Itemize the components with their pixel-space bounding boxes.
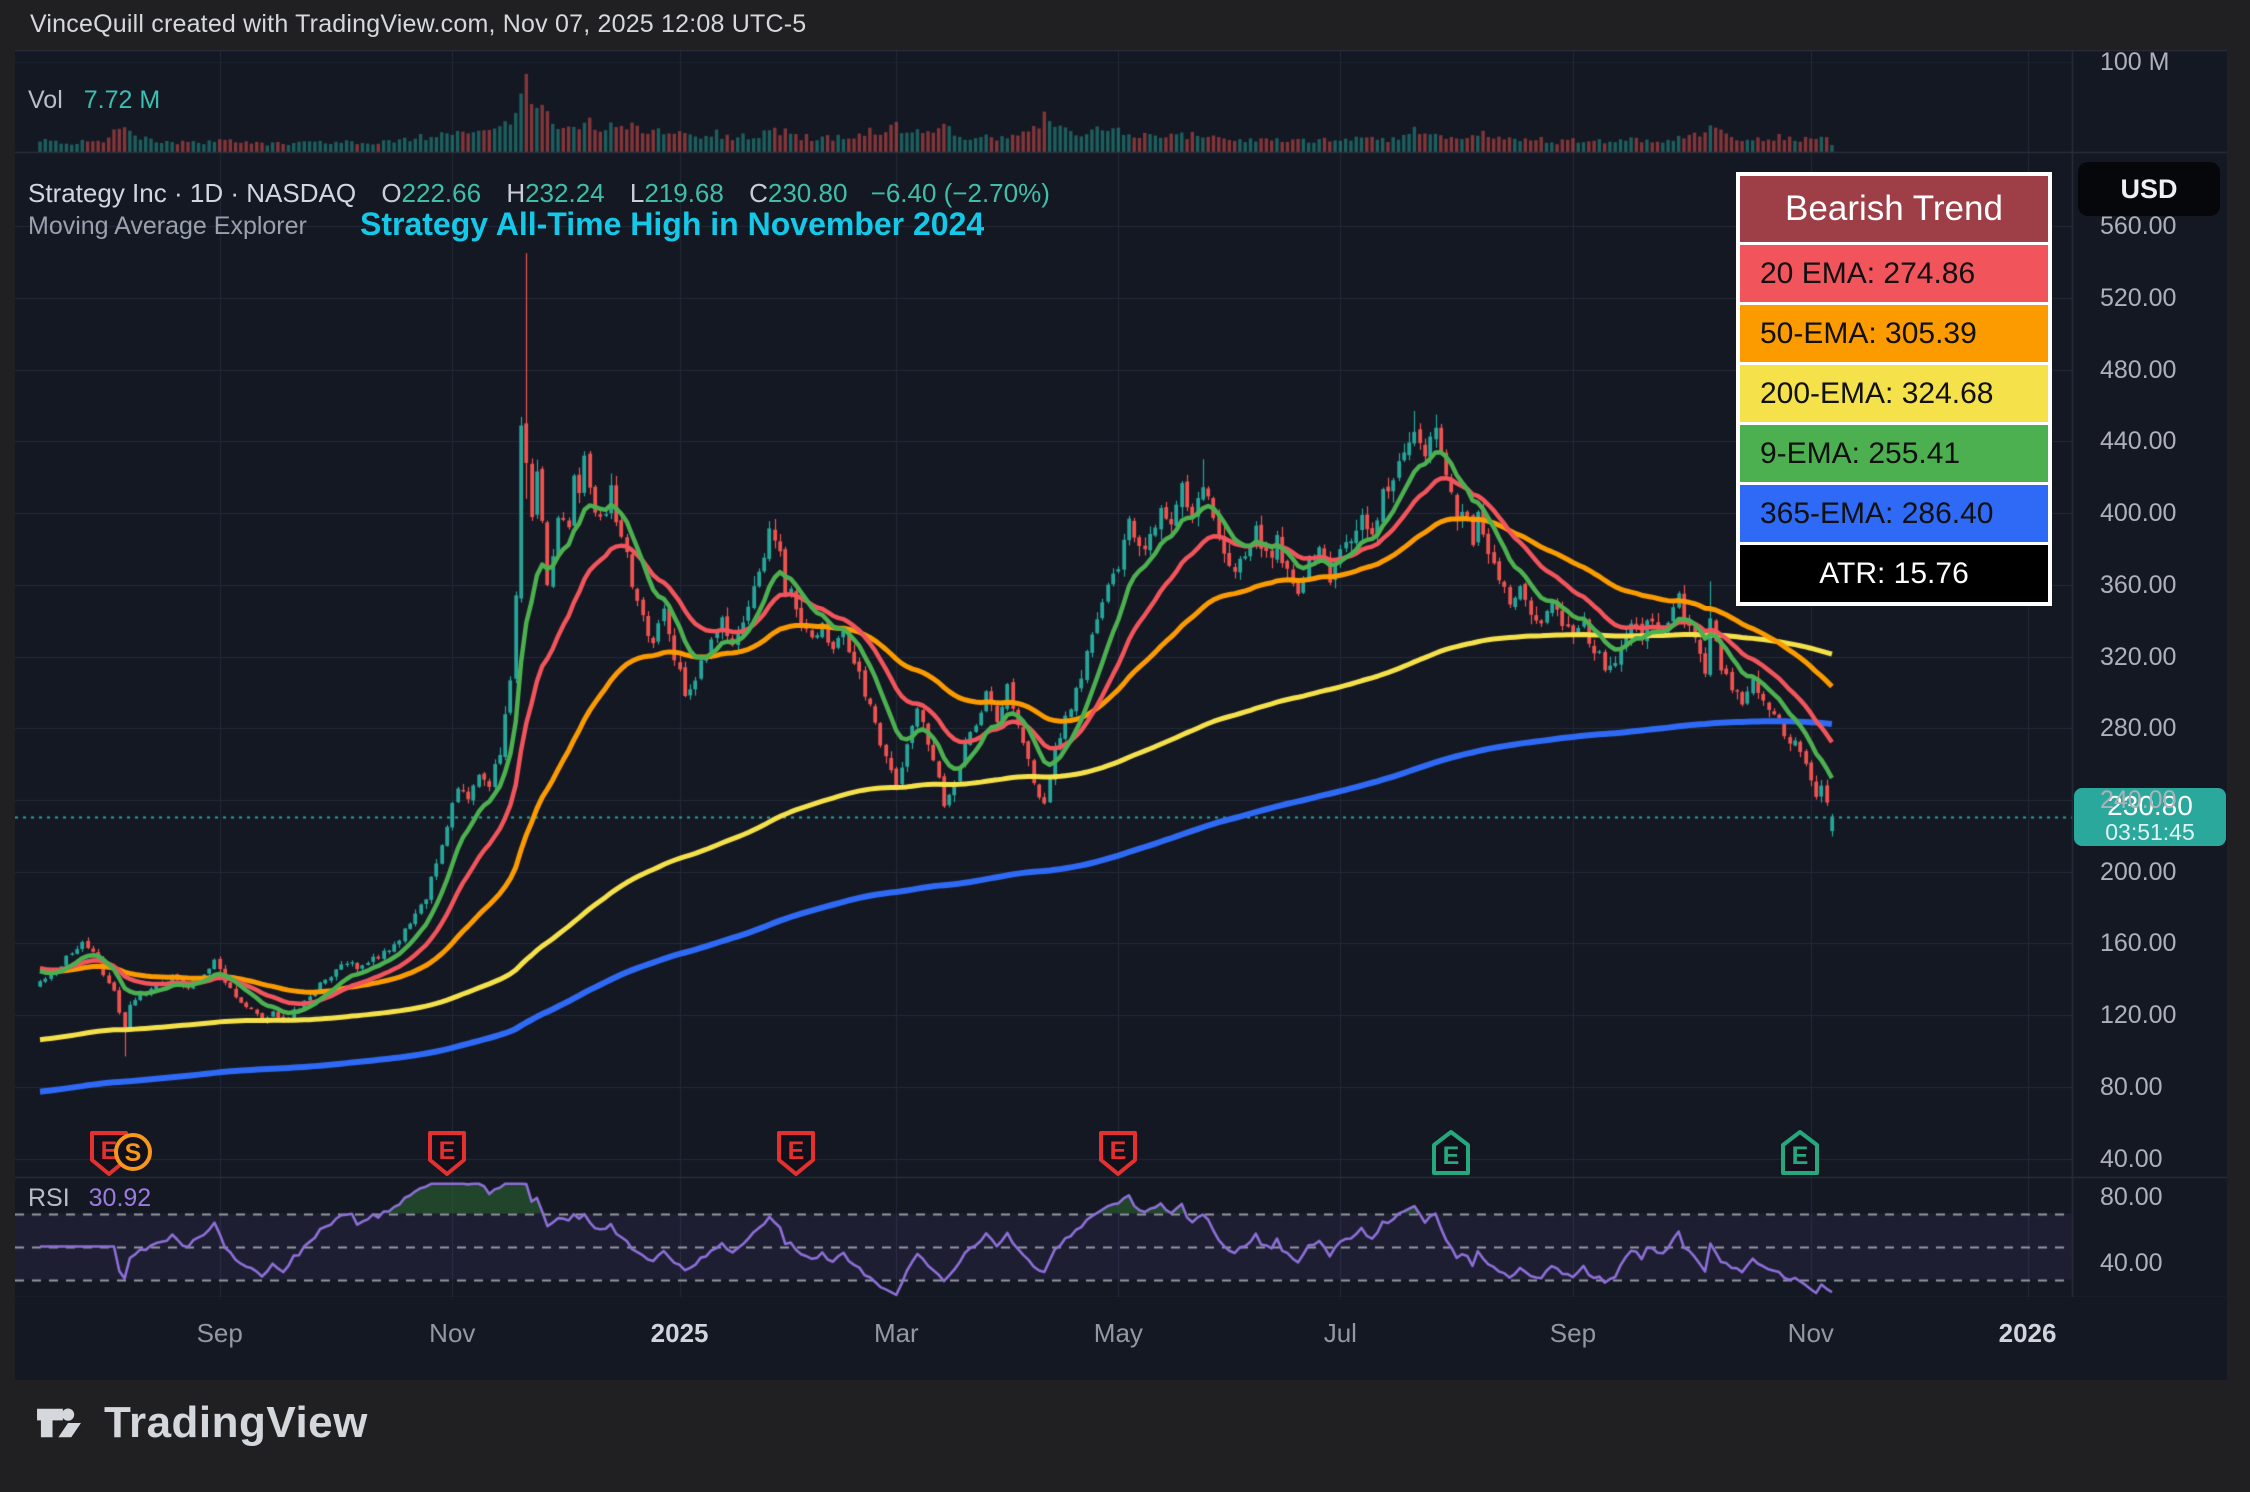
last-price-badge: 230.80 03:51:45 [2074,788,2226,846]
rsi-axis-label: 40.00 [2100,1249,2163,1277]
price-axis-label: 360.00 [2100,570,2177,599]
price-axis-label: 40.00 [2100,1144,2163,1173]
svg-text:E: E [1443,1142,1460,1170]
change-value: −6.40 (−2.70%) [870,178,1050,208]
price-axis-label: 440.00 [2100,427,2177,456]
price-axis-label: 120.00 [2100,1001,2177,1030]
rsi-indicator-row[interactable]: RSI 30.92 [28,1184,151,1213]
interval: 1D [189,178,224,208]
earnings-up-badge-icon[interactable]: E [1777,1128,1823,1178]
low-label: L [629,178,645,208]
chart-annotation: Strategy All-Time High in November 2024 [360,206,985,242]
svg-text:E: E [100,1137,117,1165]
symbol-name[interactable]: Strategy Inc · 1D · NASDAQ [28,178,357,208]
tradingview-logo[interactable]: TradingView [28,1392,368,1454]
high-label: H [506,178,526,208]
indicator-title[interactable]: Moving Average Explorer [28,212,307,240]
svg-text:E: E [788,1137,805,1165]
rsi-axis-label: 80.00 [2100,1183,2163,1211]
ema-legend-row: 365-EMA: 286.40 [1740,485,2048,542]
open-value: 222.66 [401,178,482,208]
time-axis-month-label: Jul [1323,1318,1357,1348]
ema-legend-row: 50-EMA: 305.39 [1740,305,2048,362]
time-axis-month-label: Sep [196,1318,243,1348]
earnings-up-badge-icon[interactable]: E [1428,1128,1474,1178]
price-axis-label: 80.00 [2100,1072,2163,1101]
volume-axis-label: 100 M [2100,48,2170,76]
price-axis-label: 320.00 [2100,642,2177,671]
rsi-label: RSI [28,1184,70,1212]
svg-text:E: E [1110,1137,1127,1165]
high-value: 232.24 [525,178,605,208]
volume-indicator-row[interactable]: Vol 7.72 M [28,86,160,115]
ema-legend-box: Bearish Trend 20 EMA: 274.86 50-EMA: 305.… [1736,172,2052,606]
low-value: 219.68 [644,178,724,208]
close-value: 230.80 [767,178,848,208]
attribution-header: VinceQuill created with TradingView.com,… [30,10,807,38]
time-axis-year-label: 2025 [650,1318,709,1348]
open-label: O [381,178,402,208]
ema-legend-row: ATR: 15.76 [1740,545,2048,602]
price-axis-label: 240.00 [2100,786,2177,815]
earnings-down-badge-icon[interactable]: E [1095,1128,1141,1178]
earnings-down-badge-icon[interactable]: E [773,1128,819,1178]
volume-value: 7.72 M [83,86,161,114]
ema-legend-row: 9-EMA: 255.41 [1740,425,2048,482]
price-axis-label: 400.00 [2100,499,2177,528]
svg-text:S: S [124,1139,141,1167]
time-axis-month-label: Nov [429,1318,476,1348]
tradingview-mark-icon [37,1408,81,1438]
last-price: 230.80 [2107,790,2193,821]
trend-status-badge: Bearish Trend [1740,176,2048,242]
time-axis-month-label: May [1093,1318,1143,1348]
ema-legend-row: 200-EMA: 324.68 [1740,365,2048,422]
currency-button[interactable]: USD [2078,162,2220,216]
price-axis-label: 280.00 [2100,714,2177,743]
time-axis-month-label: Mar [873,1318,919,1348]
svg-text:E: E [439,1137,456,1165]
time-axis-year-label: 2026 [1998,1318,2057,1348]
volume-label: Vol [28,86,63,114]
symbol-row[interactable]: Strategy Inc · 1D · NASDAQ O222.66 H232.… [28,178,1050,209]
earnings-down-badge-icon[interactable]: E [424,1128,470,1178]
ema-legend-row: 20 EMA: 274.86 [1740,245,2048,302]
svg-text:E: E [1792,1142,1809,1170]
exchange: NASDAQ [246,178,357,208]
time-axis-month-label: Nov [1787,1318,1834,1348]
price-axis-label: 200.00 [2100,857,2177,886]
split-badge-icon[interactable]: S [110,1128,156,1178]
time-axis-month-label: Sep [1549,1318,1597,1348]
chart-panel[interactable]: Vol 7.72 M Strategy Inc · 1D · NASDAQ O2… [15,48,2227,1380]
price-axis-label: 520.00 [2100,284,2177,312]
bar-countdown: 03:51:45 [2105,819,2195,846]
rsi-value: 30.92 [88,1184,152,1212]
close-label: C [749,178,768,208]
tradingview-wordmark: TradingView [104,1398,368,1447]
price-axis-label: 560.00 [2100,212,2177,241]
price-axis-label: 480.00 [2100,355,2177,384]
price-axis-label: 160.00 [2100,929,2177,958]
